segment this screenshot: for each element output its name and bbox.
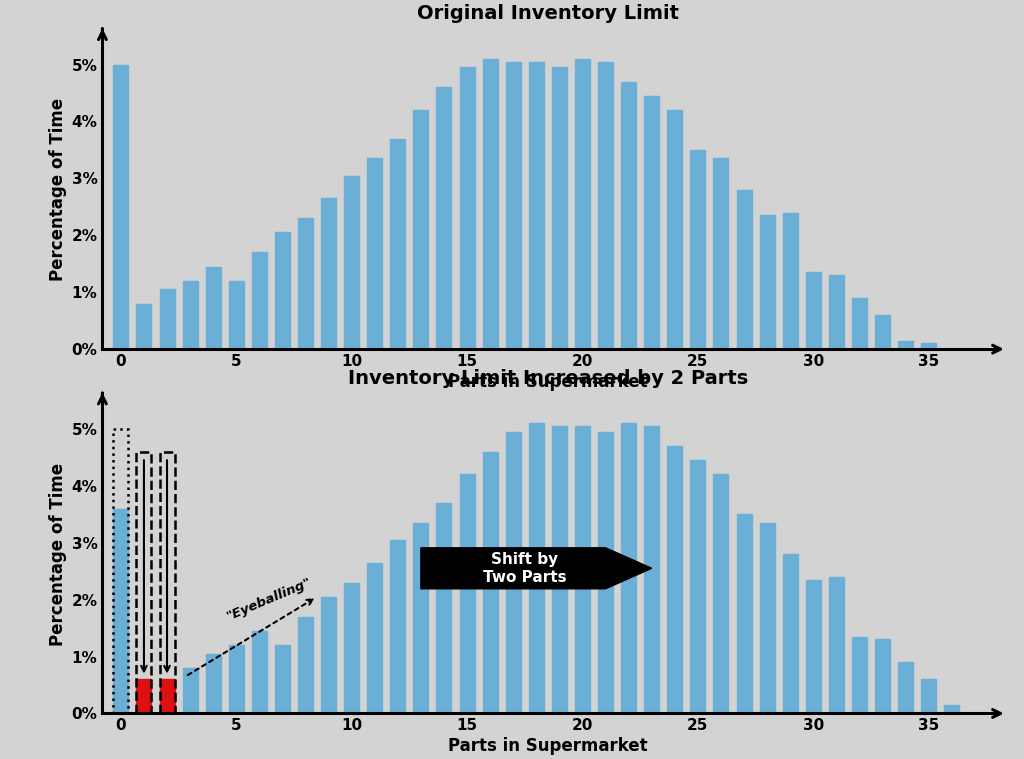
Bar (368, 562, 382, 713)
Bar (598, 61, 613, 349)
Bar (668, 446, 682, 713)
Bar (206, 653, 221, 713)
Bar (714, 159, 728, 349)
Title: Inventory Limit Increased by 2 Parts: Inventory Limit Increased by 2 Parts (348, 369, 748, 388)
Bar (182, 668, 198, 713)
Bar (782, 554, 798, 713)
Title: Original Inventory Limit: Original Inventory Limit (417, 5, 679, 24)
Bar (160, 452, 174, 713)
X-axis label: Parts in Supermarket: Parts in Supermarket (449, 373, 647, 391)
Bar (528, 61, 544, 349)
Bar (898, 662, 913, 713)
Bar (274, 232, 290, 349)
Bar (668, 110, 682, 349)
Bar (368, 159, 382, 349)
Bar (528, 424, 544, 713)
Bar (414, 110, 428, 349)
Bar (182, 281, 198, 349)
FancyArrow shape (421, 548, 651, 589)
Bar (644, 96, 659, 349)
Bar (828, 275, 844, 349)
Bar (114, 429, 128, 713)
Bar (344, 175, 359, 349)
Bar (206, 266, 221, 349)
Bar (852, 298, 867, 349)
Bar (714, 474, 728, 713)
Bar (922, 343, 936, 349)
Bar (874, 315, 890, 349)
Bar (136, 679, 152, 713)
Bar (136, 452, 152, 713)
Bar (298, 219, 313, 349)
Bar (298, 616, 313, 713)
Bar (460, 68, 474, 349)
Bar (482, 58, 498, 349)
Bar (806, 272, 821, 349)
Bar (252, 252, 267, 349)
Bar (690, 460, 706, 713)
Text: "Eyeballing": "Eyeballing" (224, 575, 313, 622)
Bar (736, 190, 752, 349)
Bar (690, 150, 706, 349)
Bar (806, 580, 821, 713)
Bar (736, 515, 752, 713)
Bar (574, 426, 590, 713)
Bar (322, 597, 336, 713)
Bar (782, 213, 798, 349)
Bar (622, 81, 636, 349)
Bar (136, 304, 152, 349)
Y-axis label: Percentage of Time: Percentage of Time (49, 98, 68, 282)
Y-axis label: Percentage of Time: Percentage of Time (49, 462, 68, 646)
Bar (344, 583, 359, 713)
Bar (760, 523, 774, 713)
Bar (644, 426, 659, 713)
Bar (552, 426, 567, 713)
Bar (828, 577, 844, 713)
Bar (436, 502, 452, 713)
Bar (274, 645, 290, 713)
Bar (574, 58, 590, 349)
Bar (160, 289, 174, 349)
Bar (390, 138, 406, 349)
Bar (460, 474, 474, 713)
Bar (482, 452, 498, 713)
Bar (598, 432, 613, 713)
Bar (852, 637, 867, 713)
Bar (436, 87, 452, 349)
Text: Shift by
Two Parts: Shift by Two Parts (483, 552, 566, 584)
Bar (114, 65, 128, 349)
Bar (390, 540, 406, 713)
Bar (898, 341, 913, 349)
Bar (922, 679, 936, 713)
Bar (414, 523, 428, 713)
Bar (322, 198, 336, 349)
Bar (160, 679, 174, 713)
Bar (506, 61, 521, 349)
Bar (760, 216, 774, 349)
Bar (622, 424, 636, 713)
Bar (228, 281, 244, 349)
Bar (228, 645, 244, 713)
Bar (874, 639, 890, 713)
Bar (944, 705, 959, 713)
Bar (506, 432, 521, 713)
Bar (252, 631, 267, 713)
X-axis label: Parts in Supermarket: Parts in Supermarket (449, 738, 647, 755)
Bar (114, 509, 128, 713)
Bar (552, 68, 567, 349)
